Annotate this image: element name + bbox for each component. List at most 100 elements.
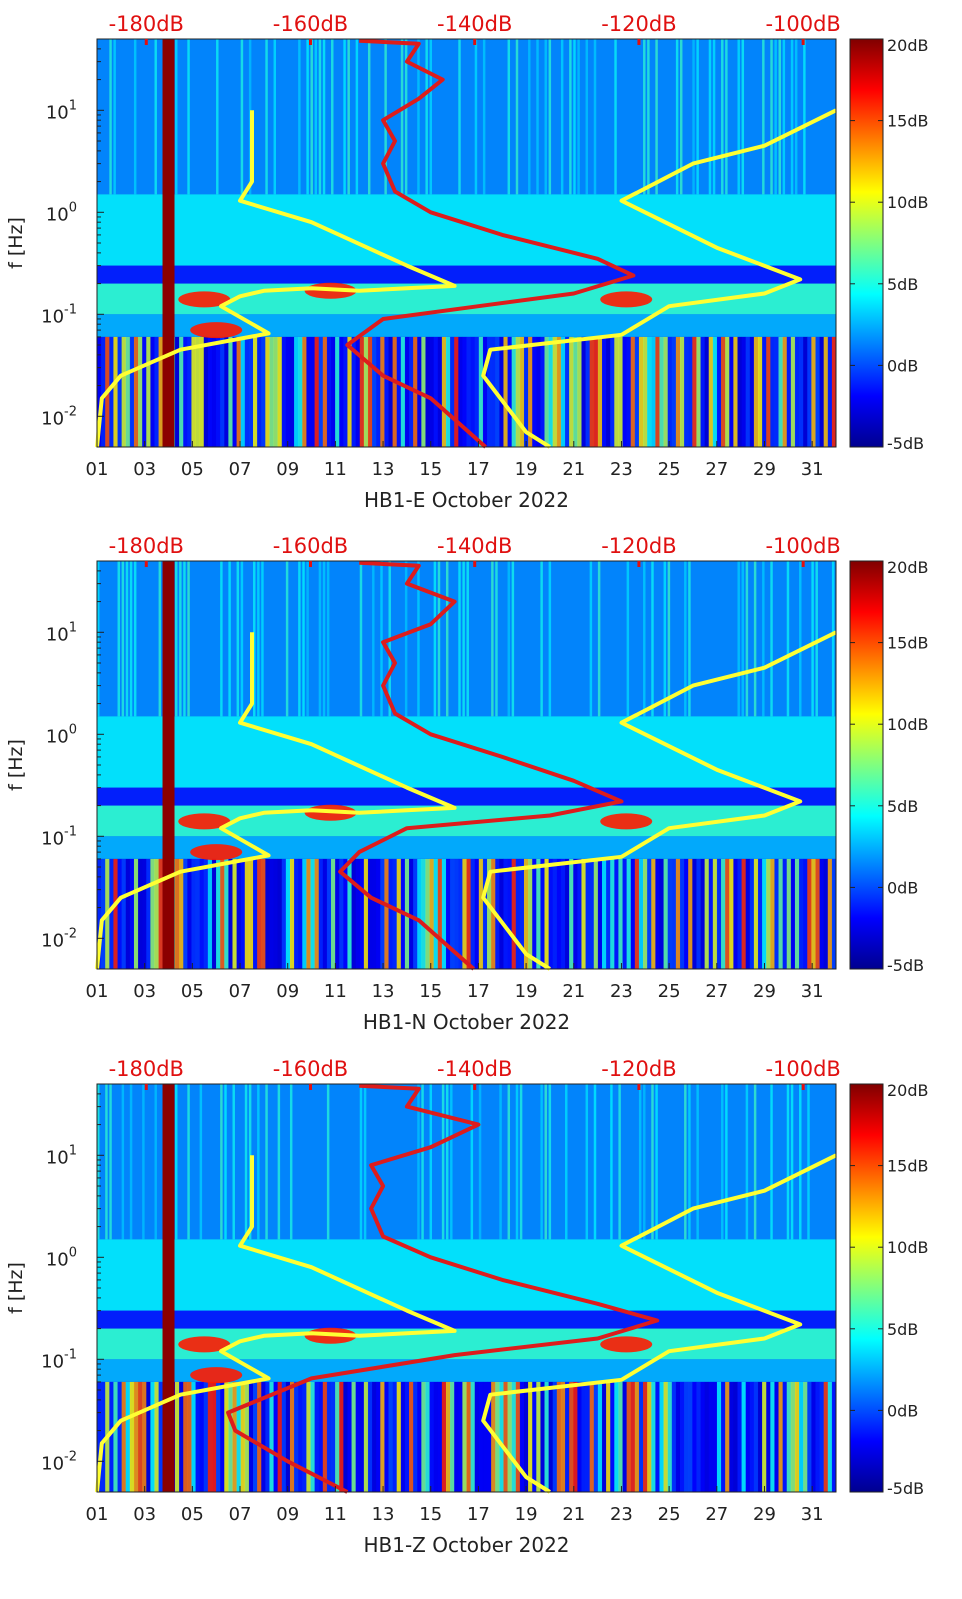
high-freq-streak [807, 1084, 810, 1240]
high-freq-streak [400, 39, 404, 195]
low-freq-cell [335, 336, 340, 447]
low-freq-cell [306, 1381, 311, 1492]
low-freq-cell [634, 336, 640, 447]
high-freq-streak [261, 561, 264, 717]
low-freq-cell [187, 1381, 192, 1492]
low-freq-cell [437, 1381, 443, 1492]
low-freq-cell [400, 1381, 406, 1492]
low-freq-cell [499, 336, 504, 447]
low-freq-cell [179, 858, 184, 969]
low-freq-cell [326, 336, 332, 447]
x-tick-label: 01 [86, 1504, 109, 1525]
low-freq-cell [109, 858, 114, 969]
low-freq-cell [540, 858, 545, 969]
low-freq-cell [597, 1381, 603, 1492]
high-freq-streak [799, 1084, 802, 1240]
low-freq-cell [523, 1381, 529, 1492]
low-freq-cell [762, 858, 767, 969]
x-tick-label: 29 [753, 1504, 776, 1525]
x-tick-label: 31 [801, 1504, 824, 1525]
low-freq-cell [601, 858, 607, 969]
low-freq-cell [655, 1381, 660, 1492]
low-freq-cell [433, 336, 439, 447]
low-freq-cell [109, 1381, 114, 1492]
low-freq-cell [183, 858, 188, 969]
y-tick-label: 10-2 [41, 1449, 77, 1474]
low-freq-cell [294, 1381, 299, 1492]
low-freq-cell [232, 858, 237, 969]
x-axis: 01 03 05 07 09 11 13 15 17 19 21 23 25 27 29 31 [86, 1486, 824, 1525]
low-freq-cell [236, 336, 241, 447]
low-freq-cell [663, 336, 668, 447]
low-freq-cell [651, 858, 656, 969]
spectrogram-image [97, 561, 837, 969]
high-freq-streak [778, 39, 781, 195]
spectrogram-image [97, 39, 837, 447]
low-freq-cell [519, 336, 525, 447]
y-axis-label: f [Hz] [5, 1262, 27, 1314]
low-freq-cell [289, 1381, 295, 1492]
low-freq-cell [610, 858, 615, 969]
low-freq-cell [470, 858, 476, 969]
colorbar-tick-label: 5dB [887, 275, 918, 294]
high-freq-streak [667, 561, 671, 717]
x-tick-label: 19 [515, 459, 538, 480]
low-freq-cell [421, 858, 426, 969]
low-freq-cell [240, 336, 246, 447]
low-freq-cell [786, 1381, 792, 1492]
high-freq-streak [565, 1084, 568, 1240]
high-freq-streak [794, 39, 798, 195]
low-freq-cell [503, 1381, 508, 1492]
high-freq-streak [737, 561, 740, 717]
high-freq-streak [548, 39, 552, 195]
low-freq-cell [224, 1381, 229, 1492]
low-freq-cell [261, 1381, 266, 1492]
colorbar-tick-label: 20dB [887, 558, 929, 577]
high-freq-streak [643, 1084, 646, 1240]
y-tick-exponent: -1 [64, 824, 77, 839]
high-freq-streak [359, 561, 363, 717]
low-freq-cell [815, 336, 820, 447]
low-freq-cell [314, 858, 319, 969]
high-freq-streak [277, 1084, 281, 1240]
x-tick-label: 13 [372, 981, 395, 1002]
low-freq-cell [351, 858, 356, 969]
high-freq-streak [495, 561, 498, 717]
low-freq-cell [474, 336, 480, 447]
low-freq-cell [790, 1381, 796, 1492]
low-freq-cell [220, 1381, 225, 1492]
colorbar-tick-label: -5dB [887, 434, 924, 453]
x-tick-label: 05 [181, 1504, 204, 1525]
colorbar-tick-label: 10dB [887, 193, 929, 212]
low-freq-cell [766, 858, 771, 969]
x-axis-label: HB1-Z October 2022 [363, 1533, 569, 1557]
x-tick-label: 07 [229, 1504, 252, 1525]
low-freq-cell [232, 1381, 237, 1492]
low-freq-cell [487, 1381, 492, 1492]
low-freq-cell [581, 336, 586, 447]
low-freq-cell [326, 1381, 332, 1492]
high-freq-streak [466, 561, 469, 717]
low-freq-cell [228, 858, 233, 969]
low-freq-cell [187, 858, 192, 969]
low-freq-cell [244, 336, 250, 447]
x-tick-label: 25 [658, 981, 681, 1002]
low-freq-cell [762, 1381, 767, 1492]
high-freq-streak [326, 561, 330, 717]
high-freq-streak [770, 561, 773, 717]
low-freq-cell [150, 858, 155, 969]
band-4 [97, 836, 836, 859]
low-freq-cell [195, 336, 200, 447]
low-freq-cell [240, 858, 246, 969]
low-freq-cell [462, 1381, 467, 1492]
high-freq-streak [322, 561, 326, 717]
low-freq-cell [528, 1381, 533, 1492]
low-freq-cell [721, 336, 726, 447]
colorbar-tick-label: 20dB [887, 1081, 929, 1100]
low-freq-cell [318, 858, 324, 969]
y-tick-exponent: 1 [69, 620, 77, 635]
low-freq-cell [548, 336, 554, 447]
high-freq-streak [507, 39, 511, 195]
low-freq-cell [511, 858, 517, 969]
